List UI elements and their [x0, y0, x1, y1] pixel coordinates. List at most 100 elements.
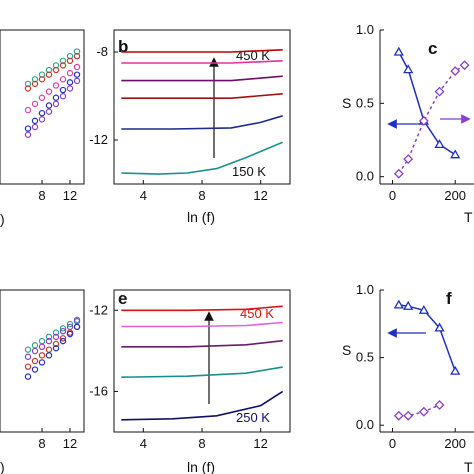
panel-e-annotation-bottom: 250 K: [236, 410, 270, 425]
panel-f-series-1-diamond-1: [403, 410, 414, 421]
panel-d-series-2-point-4: [52, 340, 60, 348]
panel-f-series-0-triangle-2: [418, 304, 429, 314]
panel-e-x-tick-label-1: 8: [198, 436, 205, 451]
panel-a-series-3-point-0: [24, 125, 32, 132]
panel-f-series-0-triangle-0: [393, 299, 404, 309]
panel-b-xlabel: ln (f): [187, 209, 215, 225]
panel-d-series-3-point-2: [38, 359, 46, 366]
panel-d-series-1-point-5: [59, 327, 67, 335]
panel-f-series-1-diamond-3: [434, 400, 445, 410]
panel-b-annotation-bottom: 150 K: [232, 164, 266, 179]
panel-a-series-4-point-7: [73, 77, 81, 85]
panel-a-x-tick-label-0: 8: [38, 188, 45, 203]
panel-b-x-tick-label-0: 4: [140, 188, 147, 203]
panel-d-series-1-point-0: [24, 353, 32, 360]
panel-a-series-2-point-7: [73, 63, 81, 71]
panel-c-ylabel: S: [342, 95, 351, 111]
panel-c-x-tick-label-1: 200: [444, 188, 466, 203]
panel-a-series-1-point-0: [24, 85, 32, 92]
panel-f-x-tick-label-1: 200: [444, 436, 466, 451]
panel-d-x-tick-label-0: 8: [38, 436, 45, 451]
panel-f-xlabel: T: [464, 459, 473, 474]
panel-letter-e: e: [118, 289, 127, 308]
panel-b-curve-3: [121, 93, 283, 99]
panel-f-x-tick-label-0: 0: [389, 436, 396, 451]
panel-a-series-2-point-5: [59, 76, 67, 83]
panel-d-series-1-point-4: [52, 333, 60, 341]
panel-b-curve-5: [121, 141, 284, 175]
panel-b-y-tick-label-0: -8: [96, 44, 108, 59]
panel-c-series-1-diamond-4: [450, 66, 461, 76]
panel-c-x-tick-label-0: 0: [389, 188, 396, 203]
panel-f-y-tick-label-1: 0.5: [356, 350, 374, 365]
panel-a-series-1-point-1: [31, 80, 39, 88]
panel-a-series-4-point-5: [59, 93, 67, 100]
panel-d-xlabel-fragment: ): [0, 459, 5, 474]
panel-a-series-3-point-5: [59, 86, 67, 94]
panel-a-series-3-point-4: [52, 94, 60, 101]
panel-d-series-0-point-5: [59, 325, 67, 332]
panel-d-frame: [0, 289, 85, 433]
panel-a-series-4-point-3: [45, 108, 53, 115]
chart-marks: 8 12 4 8 12 -8 -12 0 200 0.0 0.5 1.0 8 12 4 8 12 -12 -16 0 2…: [24, 22, 470, 451]
panel-d-x-tick-label-1: 12: [63, 436, 77, 451]
panel-d-series-2-point-2: [38, 352, 46, 359]
panel-d-series-3-point-5: [59, 337, 67, 345]
panel-c-series-1-diamond-1: [403, 154, 414, 164]
panel-d-series-0-point-2: [38, 337, 46, 345]
panel-a-series-2-point-3: [45, 88, 53, 95]
panel-a-series-4-point-4: [52, 100, 60, 108]
panel-d-series-1-point-1: [31, 347, 39, 355]
panel-d-series-1-point-3: [45, 337, 53, 345]
panel-d-series-2-point-3: [45, 346, 53, 353]
panel-e-curve-1: [121, 321, 283, 328]
panel-a-x-tick-label-1: 12: [63, 188, 77, 203]
panel-f-series-0-triangle-4: [450, 365, 461, 375]
panel-a-frame: [0, 29, 85, 185]
panel-d-series-0-point-3: [45, 333, 53, 341]
panel-c-series-1-diamond-2: [418, 116, 429, 126]
panel-d-series-3-point-6: [66, 330, 74, 338]
panel-d-series-0-point-0: [24, 346, 32, 353]
panel-letter-b: b: [118, 37, 128, 56]
panel-c-y-tick-label-2: 1.0: [356, 22, 374, 37]
panel-a-series-2-point-1: [31, 100, 39, 108]
panel-f-y-tick-label-0: 0.0: [356, 417, 374, 432]
panel-c-y-tick-label-0: 0.0: [356, 169, 374, 184]
panel-e-curve-3: [121, 366, 283, 378]
panel-c-series-0-triangle-0: [393, 46, 404, 56]
panel-d-series-3-point-0: [24, 373, 32, 380]
panel-a-series-3-point-6: [66, 79, 74, 86]
panel-e-curve-2: [121, 339, 283, 348]
panel-a-series-2-point-2: [38, 94, 46, 101]
panel-d-series-2-point-5: [59, 335, 67, 342]
panel-d-series-2-point-0: [24, 363, 32, 370]
panel-f-series-0-triangle-1: [403, 300, 414, 310]
panel-b-x-tick-label-1: 8: [198, 188, 205, 203]
panel-a-series-1-point-5: [59, 62, 67, 69]
panel-b-curve-1: [121, 60, 283, 64]
panel-a-series-4-point-1: [31, 123, 39, 131]
panel-b-x-tick-label-2: 12: [253, 188, 267, 203]
panel-f-series-0-line: [398, 304, 456, 372]
panel-d-series-3-point-7: [73, 323, 81, 331]
panel-d-series-3-point-4: [52, 345, 60, 352]
panel-b-curve-2: [121, 75, 283, 82]
panel-c-y-tick-label-1: 0.5: [356, 95, 374, 110]
panel-e-y-tick-label-1: -16: [89, 383, 108, 398]
panel-a-series-4-point-6: [66, 85, 74, 92]
panel-d-series-0-point-6: [66, 320, 74, 328]
panel-letter-f: f: [446, 289, 452, 308]
panel-a-series-3-point-1: [31, 117, 39, 125]
panel-a-series-4-point-2: [38, 116, 46, 123]
panel-b-curve-0: [121, 49, 283, 53]
panel-c-series-1-diamond-3: [434, 86, 445, 97]
panel-a-series-3-point-7: [73, 71, 81, 78]
panel-a-series-2-point-6: [66, 69, 74, 77]
panel-a-xlabel-fragment: ): [0, 211, 5, 227]
panel-c-series-0-triangle-1: [403, 64, 414, 74]
panel-b-y-tick-label-1: -12: [89, 132, 108, 147]
panel-d-series-2-point-1: [31, 357, 39, 365]
panel-f-ylabel: S: [342, 342, 351, 358]
